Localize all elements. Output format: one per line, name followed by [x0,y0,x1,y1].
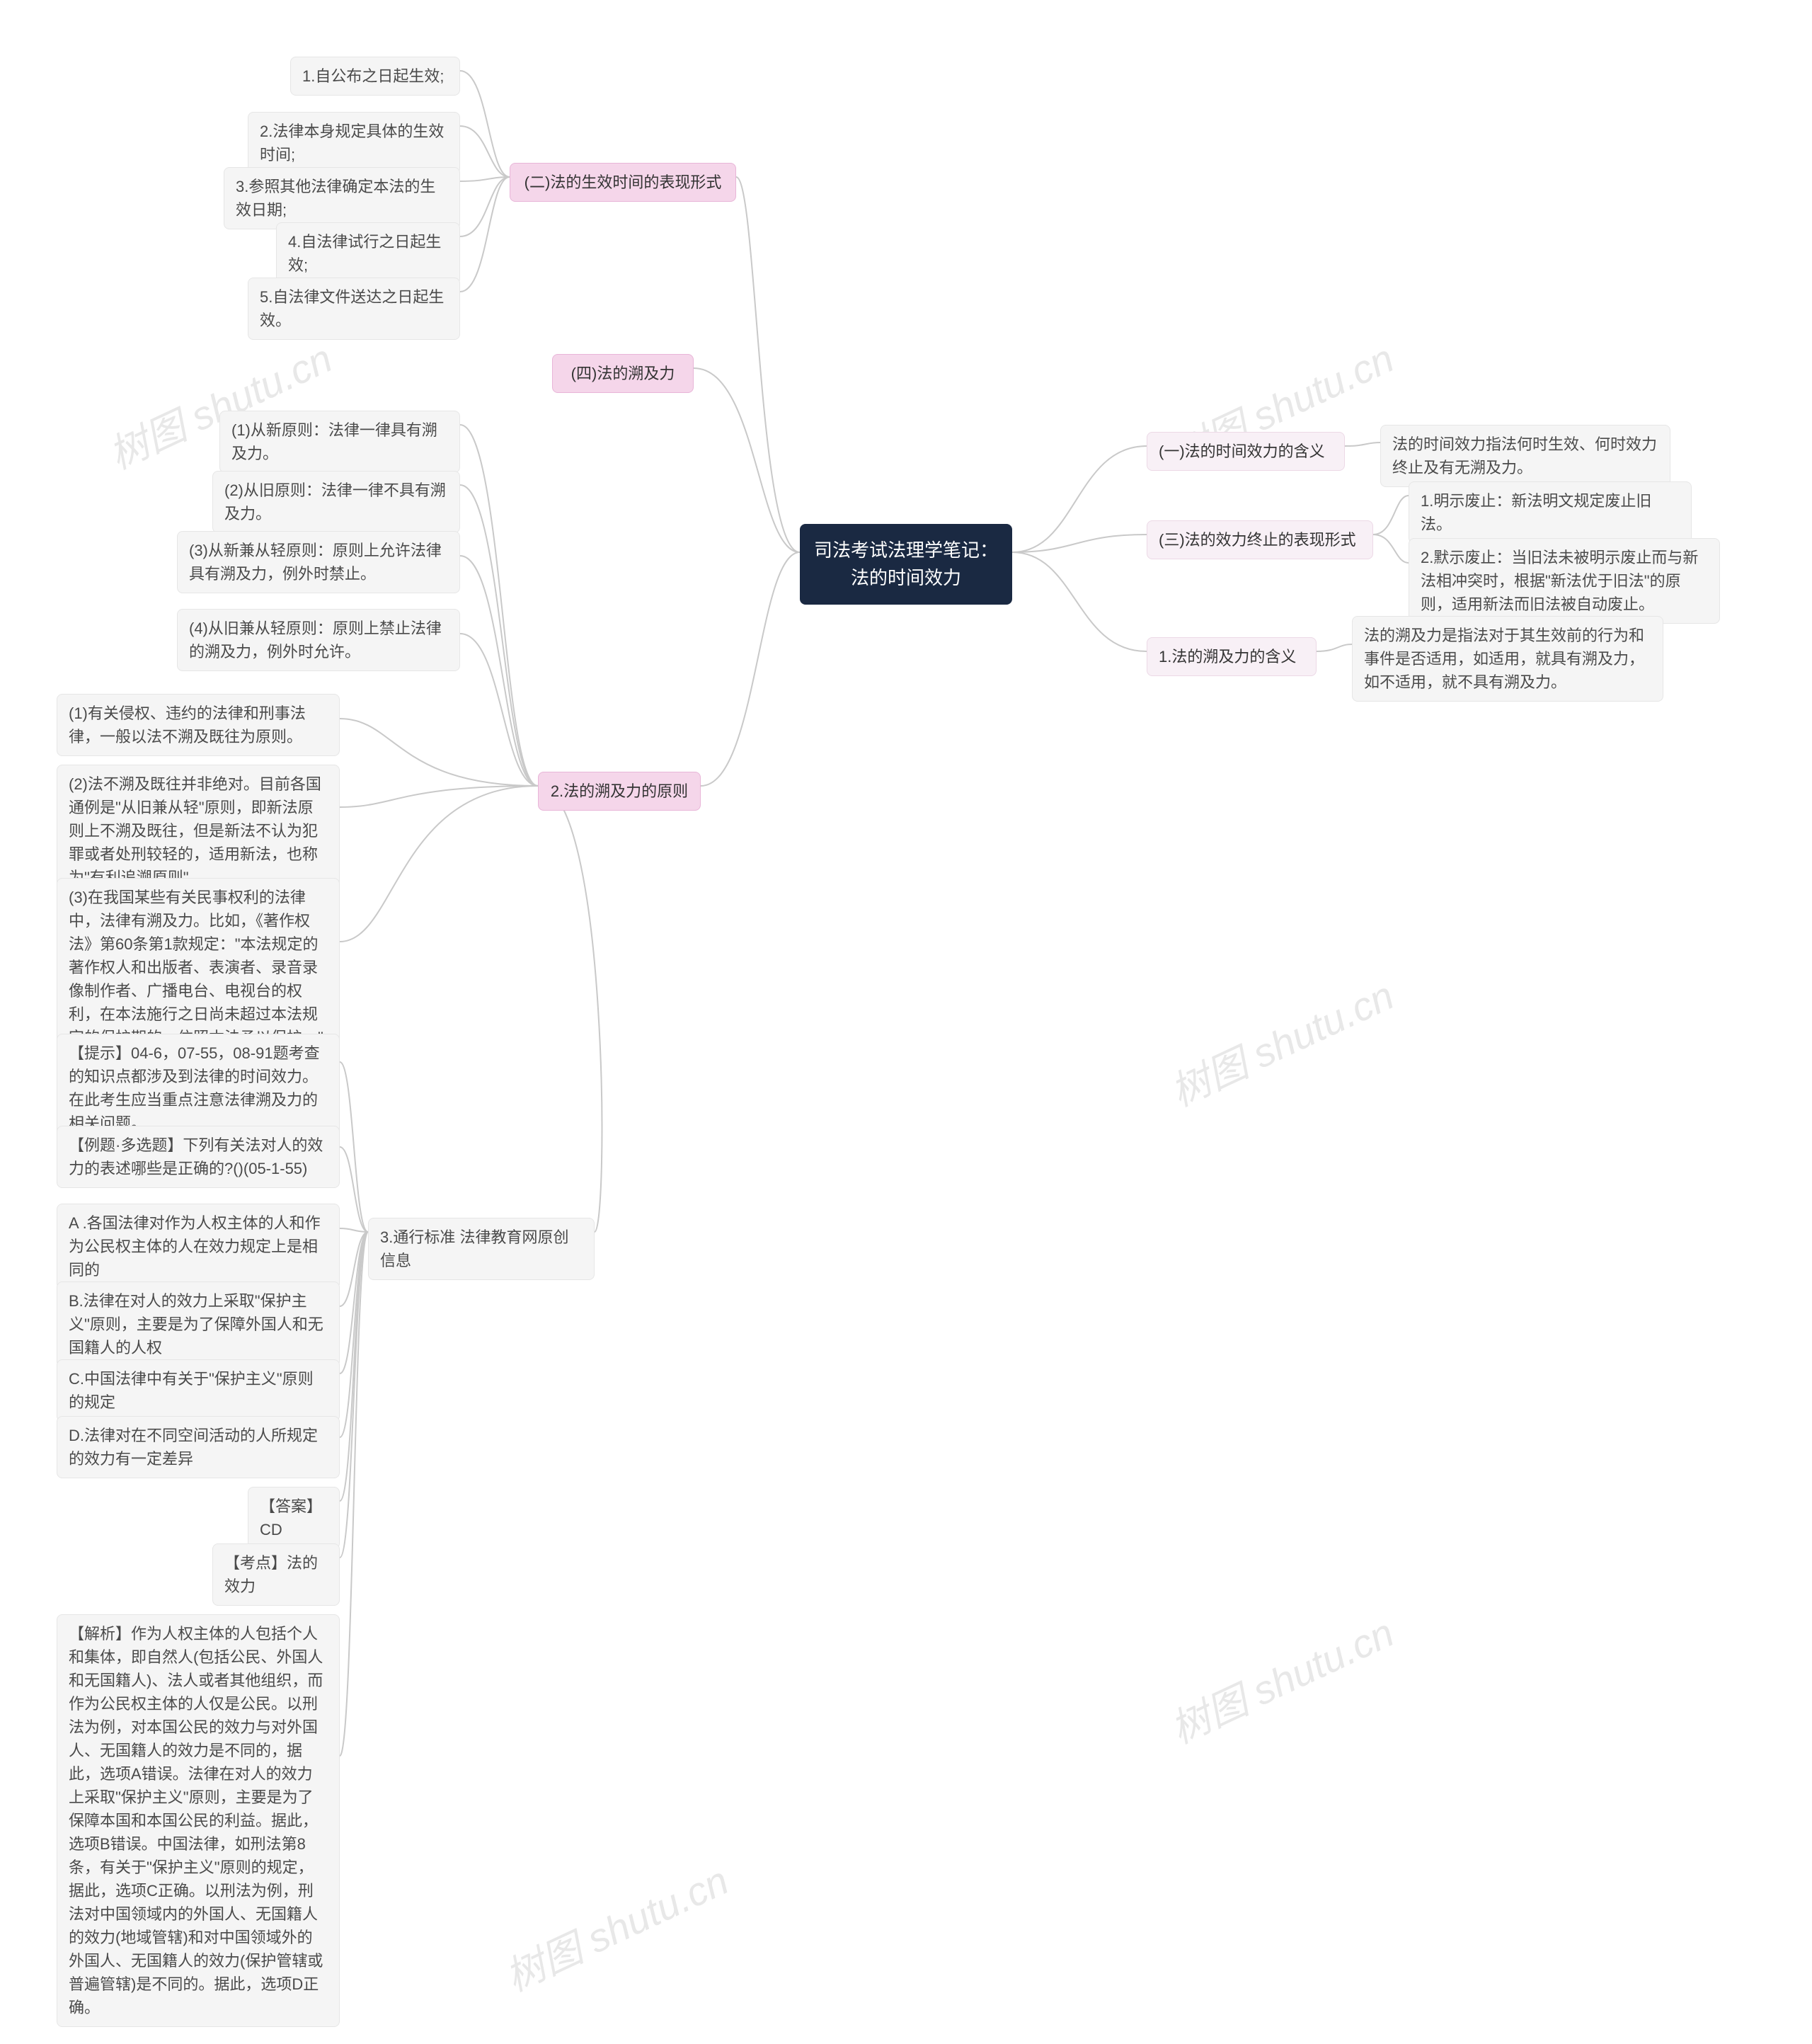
leaf-l3l: C.中国法律中有关于"保护主义"原则的规定 [57,1359,340,1422]
branch-l1[interactable]: (二)法的生效时间的表现形式 [510,163,736,202]
leaf-r1a: 法的时间效力指法何时生效、何时效力终止及有无溯及力。 [1380,425,1670,487]
leaf-l3e: (1)有关侵权、违约的法律和刑事法律，一般以法不溯及既往为原则。 [57,694,340,756]
leaf-l3n: 【答案】CD [248,1487,340,1549]
leaf-l3d: (4)从旧兼从轻原则：原则上禁止法律的溯及力，例外时允许。 [177,609,460,671]
leaf-l3k: B.法律在对人的效力上采取"保护主义"原则，主要是为了保障外国人和无国籍人的人权 [57,1281,340,1367]
leaf-l3i: 【例题·多选题】下列有关法对人的效力的表述哪些是正确的?()(05-1-55) [57,1126,340,1188]
branch-r1[interactable]: (一)法的时间效力的含义 [1147,432,1345,471]
leaf-l3f: (2)法不溯及既往并非绝对。目前各国通例是"从旧兼从轻"原则，即新法原则上不溯及… [57,765,340,897]
branch-l3-g3[interactable]: 3.通行标准 法律教育网原创信息 [368,1218,595,1280]
watermark: 树图 shutu.cn [1160,964,1402,1118]
mindmap-root[interactable]: 司法考试法理学笔记：法的时间效力 [800,524,1012,605]
leaf-l3j: A .各国法律对作为人权主体的人和作为公民权主体的人在效力规定上是相同的 [57,1204,340,1289]
leaf-l3a: (1)从新原则：法律一律具有溯及力。 [219,411,460,473]
branch-r3[interactable]: 1.法的溯及力的含义 [1147,637,1317,676]
watermark: 树图 shutu.cn [1160,1601,1402,1755]
leaf-l1d: 4.自法律试行之日起生效; [276,222,460,285]
leaf-l1e: 5.自法律文件送达之日起生效。 [248,278,460,340]
leaf-r2b: 2.默示废止：当旧法未被明示废止而与新法相冲突时，根据"新法优于旧法"的原则，适… [1409,538,1720,624]
watermark: 树图 shutu.cn [495,1849,737,2003]
leaf-r2a: 1.明示废止：新法明文规定废止旧法。 [1409,481,1692,544]
leaf-l1b: 2.法律本身规定具体的生效时间; [248,112,460,174]
leaf-l1a: 1.自公布之日起生效; [290,57,460,96]
leaf-l3b: (2)从旧原则：法律一律不具有溯及力。 [212,471,460,533]
leaf-l3g: (3)在我国某些有关民事权利的法律中，法律有溯及力。比如，《著作权法》第60条第… [57,878,340,1057]
branch-l2[interactable]: (四)法的溯及力 [552,354,694,393]
leaf-r3a: 法的溯及力是指法对于其生效前的行为和事件是否适用，如适用，就具有溯及力，如不适用… [1352,616,1663,702]
leaf-l1c: 3.参照其他法律确定本法的生效日期; [224,167,460,229]
branch-l3[interactable]: 2.法的溯及力的原则 [538,772,701,811]
leaf-l3p: 【解析】作为人权主体的人包括个人和集体，即自然人(包括公民、外国人和无国籍人)、… [57,1614,340,2027]
leaf-l3m: D.法律对在不同空间活动的人所规定的效力有一定差异 [57,1416,340,1478]
leaf-l3o: 【考点】法的效力 [212,1543,340,1606]
leaf-l3c: (3)从新兼从轻原则：原则上允许法律具有溯及力，例外时禁止。 [177,531,460,593]
branch-r2[interactable]: (三)法的效力终止的表现形式 [1147,520,1373,559]
